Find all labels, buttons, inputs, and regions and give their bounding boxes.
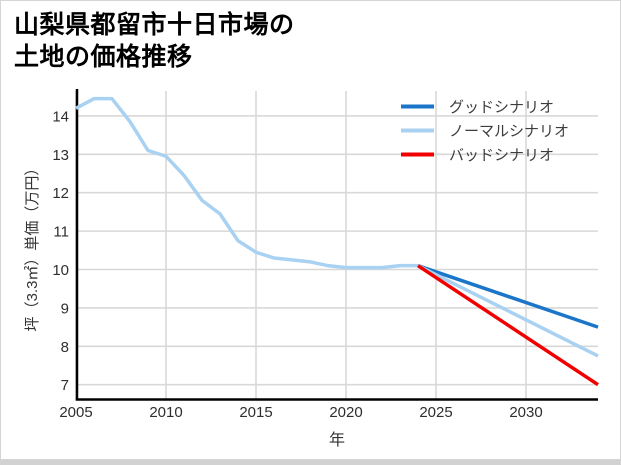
tick-label-y-13: 13 [52,147,69,164]
tick-label-x-2010: 2010 [149,404,182,421]
y-axis-title: 坪（3.3㎡）単価（万円） [24,160,41,332]
series-line-good [417,264,599,329]
tick-label-y-8: 8 [61,339,69,356]
tick-labels: 2005 2010 2015 2020 2025 2030 7 8 9 10 11 12 13 14 [52,108,542,421]
tick-label-y-9: 9 [61,300,69,317]
series-lines [75,96,599,387]
legend-label-good: グッドシナリオ [449,99,554,116]
tick-label-x-2020: 2020 [329,404,362,421]
tick-label-y-10: 10 [52,262,69,279]
series-line-normal [75,96,599,358]
legend-label-normal: ノーマルシナリオ [449,123,569,140]
series-line-bad [417,264,599,387]
axes [75,89,598,401]
tick-label-y-11: 11 [53,224,69,241]
tick-label-y-14: 14 [52,108,69,125]
tick-label-x-2030: 2030 [509,404,542,421]
legend-label-bad: バッドシナリオ [449,147,554,164]
tick-label-y-12: 12 [52,185,69,202]
tick-label-y-7: 7 [61,377,69,394]
tick-label-x-2025: 2025 [419,404,452,421]
tick-label-x-2015: 2015 [239,404,272,421]
x-axis-title: 年 [328,432,345,449]
chart-title-line1: 山梨県都留市十日市場の [14,11,295,39]
chart-title: 山梨県都留市十日市場の 土地の価格推移 [14,9,295,73]
chart-title-line2: 土地の価格推移 [14,43,193,71]
tick-label-x-2005: 2005 [59,404,92,421]
